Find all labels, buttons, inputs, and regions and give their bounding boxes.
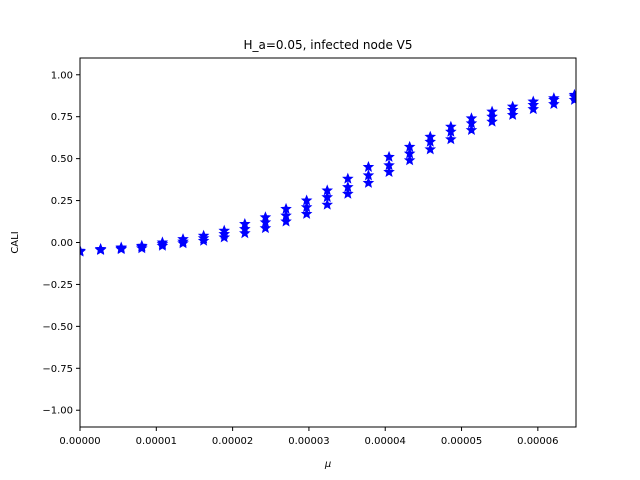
x-tick-label: 0.00001 <box>136 436 177 447</box>
data-point-s3 <box>465 124 478 136</box>
data-point-s3 <box>403 154 416 166</box>
y-tick-label: −0.50 <box>42 322 73 333</box>
x-axis-label: μ <box>324 459 331 470</box>
y-tick-label: 1.00 <box>51 70 73 81</box>
data-point-s3 <box>342 187 354 199</box>
plot-frame <box>79 57 577 428</box>
chart-title: H_a=0.05, infected node V5 <box>243 38 412 52</box>
data-point-s3 <box>218 231 231 243</box>
data-point-s3 <box>80 245 86 257</box>
data-point-s3 <box>239 227 251 239</box>
data-point-s3 <box>280 215 292 227</box>
data-point-s3 <box>506 108 519 120</box>
x-axis-ticks: 0.00000 0.00001 0.00002 0.00003 0.00004 0.000… <box>59 427 559 447</box>
data-point-s3 <box>259 222 272 234</box>
data-point-s3 <box>527 103 540 115</box>
data-point-s3 <box>383 165 395 177</box>
data-point-s3 <box>197 234 210 246</box>
y-tick-label: −0.75 <box>42 364 73 375</box>
y-tick-label: 0.25 <box>51 196 73 207</box>
plot-marks <box>80 88 576 257</box>
y-axis-ticks: −1.00 −0.75 −0.50 −0.25 0.00 0.25 0.50 0.75 1.00 <box>42 70 80 417</box>
data-point-s3 <box>300 207 313 219</box>
y-tick-label: 0.50 <box>51 154 73 165</box>
data-point-s3 <box>445 133 457 145</box>
x-tick-label: 0.00000 <box>59 436 100 447</box>
data-point-s3 <box>362 176 375 188</box>
y-tick-label: 0.00 <box>51 238 73 249</box>
x-tick-label: 0.00005 <box>441 436 482 447</box>
data-point-s3 <box>156 239 169 251</box>
data-point-s1 <box>362 160 375 172</box>
x-tick-label: 0.00003 <box>288 436 329 447</box>
data-point-s3 <box>486 115 498 127</box>
y-axis-label: CALI <box>10 231 21 253</box>
data-point-s1 <box>383 150 395 162</box>
data-point-s3 <box>94 243 107 255</box>
data-point-s1 <box>342 172 354 184</box>
data-point-s3 <box>321 198 334 210</box>
data-point-s3 <box>177 237 189 249</box>
y-tick-label: −0.25 <box>42 280 73 291</box>
data-point-s3 <box>424 143 437 155</box>
data-point-s3 <box>136 242 148 254</box>
x-tick-label: 0.00004 <box>365 436 406 447</box>
x-tick-label: 0.00006 <box>517 436 558 447</box>
data-point-s3 <box>568 93 576 105</box>
y-tick-label: −1.00 <box>42 406 73 417</box>
x-tick-label: 0.00002 <box>212 436 253 447</box>
data-point-s3 <box>548 98 560 110</box>
y-tick-label: 0.75 <box>51 112 73 123</box>
data-point-s3 <box>115 243 127 255</box>
